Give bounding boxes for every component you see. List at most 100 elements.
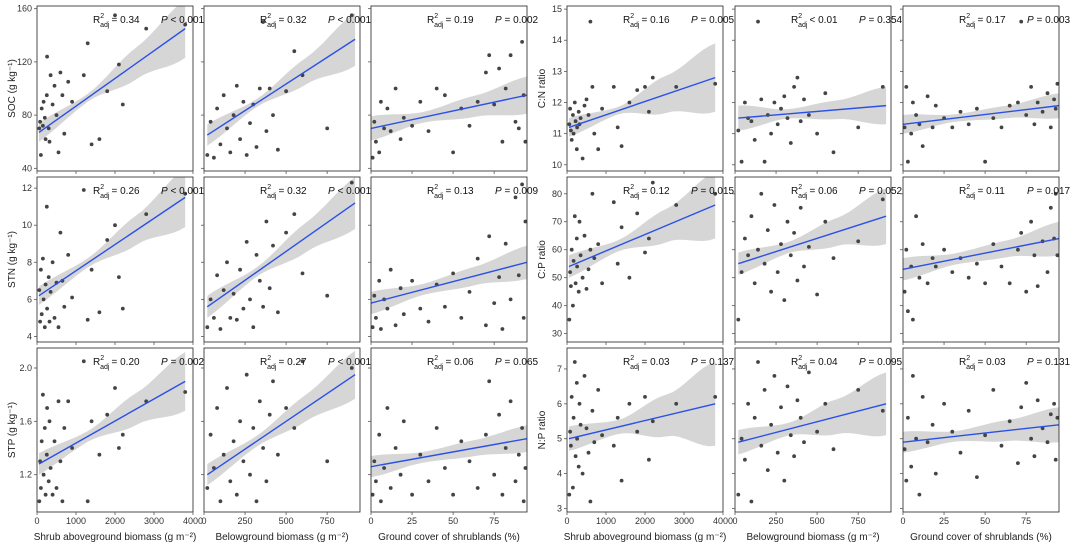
data-point bbox=[377, 432, 382, 437]
data-point bbox=[38, 119, 42, 124]
data-point bbox=[443, 304, 447, 309]
data-point bbox=[66, 79, 71, 84]
data-point bbox=[571, 303, 575, 308]
x-tick-label: 250 bbox=[238, 516, 253, 526]
data-point bbox=[1052, 97, 1056, 102]
fit-line bbox=[903, 237, 1059, 270]
data-point bbox=[508, 297, 513, 302]
panel-frame bbox=[370, 347, 528, 513]
data-point bbox=[372, 459, 377, 464]
data-point bbox=[487, 234, 492, 239]
data-point bbox=[144, 212, 149, 217]
confidence-band bbox=[39, 177, 186, 305]
data-point bbox=[568, 429, 572, 434]
data-point bbox=[97, 310, 102, 315]
data-point bbox=[66, 253, 71, 257]
data-point bbox=[221, 288, 226, 292]
data-point bbox=[576, 289, 581, 294]
data-point bbox=[650, 75, 655, 80]
y-tick-label: 6 bbox=[557, 399, 562, 409]
fit-line bbox=[568, 204, 716, 268]
data-point bbox=[736, 317, 741, 322]
data-point bbox=[762, 388, 767, 392]
p-annotation: P = 0.017 bbox=[1027, 186, 1071, 197]
data-point bbox=[325, 126, 330, 131]
data-point bbox=[615, 261, 620, 266]
p-annotation: P < 0.001 bbox=[328, 15, 372, 26]
data-point bbox=[225, 126, 229, 131]
p-annotation: P = 0.003 bbox=[1027, 15, 1071, 26]
data-point bbox=[58, 70, 63, 75]
data-point bbox=[492, 301, 497, 305]
data-point bbox=[467, 123, 472, 128]
data-point bbox=[105, 89, 110, 94]
x-tick-label: 0 bbox=[900, 516, 905, 526]
y-axis-title: SOC (g kg⁻¹) bbox=[7, 59, 18, 118]
data-point bbox=[966, 408, 971, 413]
r2-annotation: R2 adj = 0.32 bbox=[260, 184, 307, 200]
data-point bbox=[487, 53, 492, 58]
data-point bbox=[516, 126, 521, 131]
data-point bbox=[635, 211, 640, 216]
panel-frame bbox=[734, 176, 892, 343]
data-point bbox=[62, 131, 67, 136]
data-point bbox=[267, 86, 272, 91]
panel-np-vs-belowground: 0 250 500 750 Belowground biomass (g m⁻²) R2 a… bbox=[732, 347, 903, 543]
data-point bbox=[904, 478, 909, 483]
data-point bbox=[823, 91, 828, 96]
fit-line bbox=[371, 94, 527, 130]
data-point bbox=[41, 99, 46, 104]
data-point bbox=[89, 419, 94, 424]
data-point bbox=[520, 426, 524, 430]
r2-annotation: R2 adj = 0.03 bbox=[623, 355, 670, 371]
data-point bbox=[212, 316, 216, 320]
data-point bbox=[426, 479, 431, 484]
data-point bbox=[398, 286, 403, 291]
data-point bbox=[590, 191, 595, 196]
y-axis-title: STN (g kg⁻¹) bbox=[7, 231, 18, 288]
data-point bbox=[372, 293, 377, 298]
x-tick-label: 0 bbox=[201, 516, 206, 526]
data-point bbox=[1019, 405, 1024, 410]
y-tick-label: 15 bbox=[552, 4, 562, 14]
data-point bbox=[920, 395, 925, 399]
x-tick-label: 750 bbox=[320, 516, 335, 526]
r2-annotation: R2 adj = 0.19 bbox=[427, 13, 474, 29]
data-point bbox=[264, 129, 269, 134]
data-point bbox=[284, 230, 288, 235]
data-point bbox=[513, 195, 518, 200]
panel-soc-vs-shrub-aboveground: 40 80 120 160 SOC (g kg⁻¹) R2 adj = 0.34 P < 0.0… bbox=[7, 4, 205, 174]
data-point bbox=[261, 446, 265, 450]
data-point bbox=[451, 150, 455, 155]
data-point bbox=[643, 395, 647, 399]
data-point bbox=[792, 231, 796, 235]
data-point bbox=[736, 492, 741, 497]
data-point bbox=[782, 298, 787, 302]
data-point bbox=[418, 306, 423, 311]
data-point bbox=[276, 147, 280, 152]
data-point bbox=[568, 106, 572, 111]
r2-annotation: R2 adj = 0.32 bbox=[260, 13, 307, 29]
data-point bbox=[443, 466, 447, 470]
data-point bbox=[575, 436, 579, 441]
data-point bbox=[44, 452, 49, 457]
data-point bbox=[788, 253, 793, 258]
data-point bbox=[743, 236, 747, 241]
data-point bbox=[906, 415, 910, 420]
data-point bbox=[1016, 100, 1020, 105]
data-point bbox=[914, 113, 918, 117]
y-tick-label: 7 bbox=[557, 364, 562, 374]
data-point bbox=[523, 466, 527, 470]
data-point bbox=[42, 426, 47, 430]
data-point bbox=[48, 290, 53, 294]
x-tick-label: 0 bbox=[732, 516, 737, 526]
confidence-band bbox=[738, 188, 887, 275]
data-point bbox=[276, 310, 280, 315]
y-tick-label: 50 bbox=[552, 273, 562, 283]
panel-frame bbox=[203, 347, 361, 513]
panel-frame bbox=[902, 176, 1060, 343]
r2-annotation: R2 adj = 0.26 bbox=[93, 184, 140, 200]
data-point bbox=[521, 316, 526, 320]
x-tick-label: 3000 bbox=[674, 516, 694, 526]
